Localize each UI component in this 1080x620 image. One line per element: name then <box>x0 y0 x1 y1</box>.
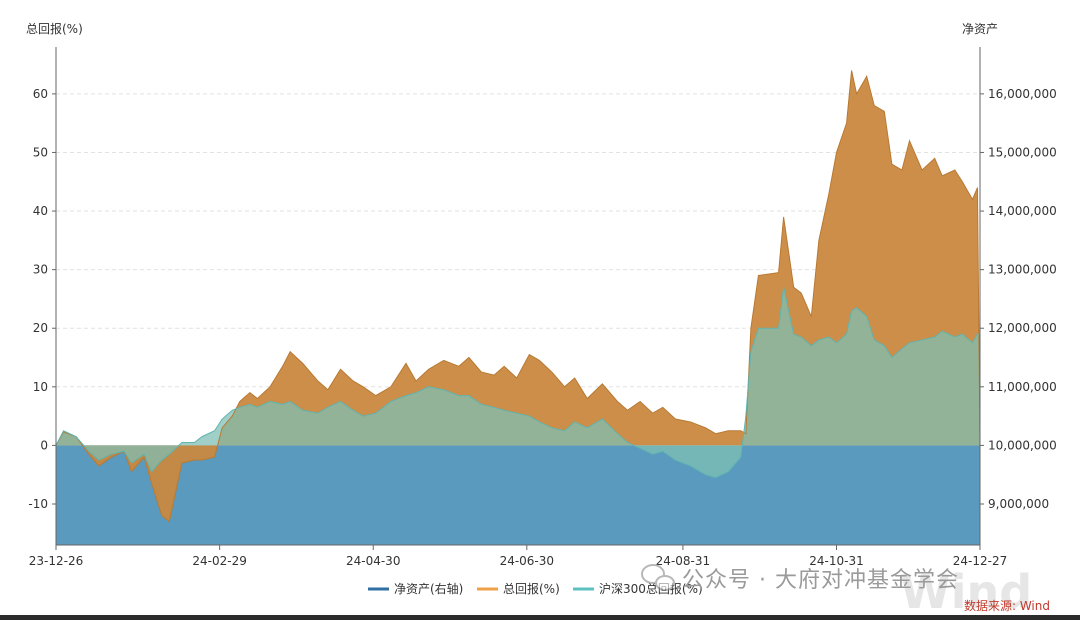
y-left-tick-label-6: 50 <box>33 145 48 159</box>
y-left-tick-label-1: 0 <box>40 438 48 452</box>
x-tick-label-5: 24-10-31 <box>809 554 863 568</box>
y-right-tick-label-0: 9,000,000 <box>988 497 1049 511</box>
y-right-tick-label-6: 15,000,000 <box>988 145 1057 159</box>
x-ticks: 23-12-26 24-02-29 24-04-30 24-06-30 24-08-31… <box>29 545 1007 568</box>
watermark-text: 公众号 · 大府对冲基金学会 <box>682 568 959 593</box>
y-left-tick-label-2: 10 <box>33 380 48 394</box>
legend-label-nav: 净资产(右轴) <box>394 581 463 596</box>
x-tick-label-1: 24-02-29 <box>192 554 246 568</box>
data-source: 数据来源: Wind <box>964 598 1050 613</box>
gridlines <box>56 93 980 505</box>
area-nav <box>56 445 980 545</box>
x-tick-label-6: 24-12-27 <box>953 554 1007 568</box>
x-tick-label-0: 23-12-26 <box>29 554 83 568</box>
line-hs300 <box>55 287 980 479</box>
y-right-tick-label-3: 12,000,000 <box>988 321 1057 335</box>
y-right-tick-label-1: 10,000,000 <box>988 438 1057 452</box>
x-tick-label-4: 24-08-31 <box>656 554 710 568</box>
area-hs300 <box>56 287 980 478</box>
x-tick-label-2: 24-04-30 <box>346 554 400 568</box>
watermark-wind-logo: Wind <box>900 565 1032 619</box>
y-left-tick-label-5: 40 <box>33 204 48 218</box>
y-right-tick-label-2: 11,000,000 <box>988 380 1057 394</box>
legend-label-total-return: 总回报(%) <box>503 581 560 596</box>
legend: 净资产(右轴) 总回报(%) 沪深300总回报(%) <box>368 581 703 596</box>
y-right-tick-label-4: 13,000,000 <box>988 263 1057 277</box>
y-left-title: 总回报(%) <box>26 21 83 36</box>
wechat-icon <box>641 564 675 591</box>
line-total-return <box>55 70 981 523</box>
y-right-tick-label-5: 14,000,000 <box>988 204 1057 218</box>
series-areas <box>55 70 981 545</box>
x-tick-label-3: 24-06-30 <box>500 554 554 568</box>
y-left-tick-label-0: -10 <box>28 497 48 511</box>
axes <box>55 47 981 546</box>
y-left-tick-label-4: 30 <box>33 263 48 277</box>
watermark: Wind 公众号 · 大府对冲基金学会 <box>641 564 1032 619</box>
y-left-tick-label-7: 60 <box>33 87 48 101</box>
y-right-title: 净资产 <box>962 22 998 36</box>
legend-label-hs300: 沪深300总回报(%) <box>599 581 703 596</box>
y-left-tick-label-3: 20 <box>33 321 48 335</box>
y-right-ticks: 9,000,000 10,000,000 11,000,000 12,000,000 1… <box>980 87 1057 511</box>
y-left-ticks: -10 0 10 20 30 40 50 60 <box>28 87 56 511</box>
bottom-bar <box>0 615 1080 620</box>
y-right-tick-label-7: 16,000,000 <box>988 87 1057 101</box>
